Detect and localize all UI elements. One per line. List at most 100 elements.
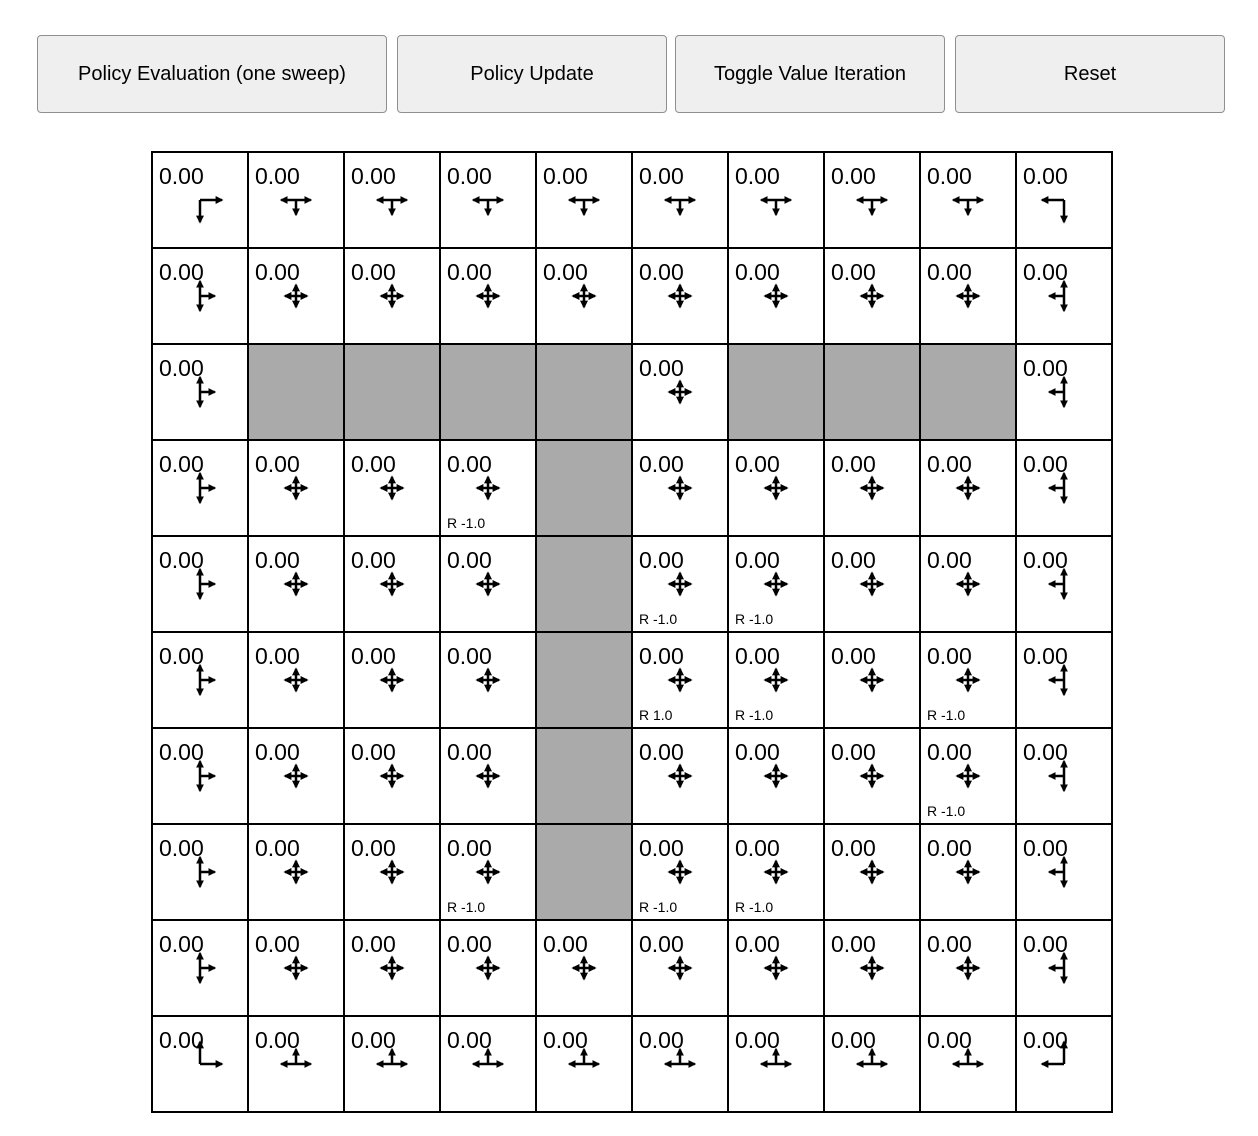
state-value: 0.00 [447,547,492,573]
wall-cell[interactable] [919,343,1017,441]
state-value: 0.00 [159,1027,204,1053]
state-value: 0.00 [1023,1027,1068,1053]
state-value: 0.00 [255,163,300,189]
state-value: 0.00 [255,259,300,285]
state-value: 0.00 [927,739,972,765]
wall-cell[interactable] [535,727,633,825]
state-value: 0.00 [1023,547,1068,573]
state-value: 0.00 [1023,931,1068,957]
grid-cell[interactable] [919,1015,1017,1113]
state-value: 0.00 [255,451,300,477]
state-value: 0.00 [831,931,876,957]
state-value: 0.00 [447,163,492,189]
state-value: 0.00 [447,739,492,765]
wall-cell[interactable] [247,343,345,441]
wall-cell[interactable] [535,823,633,921]
state-value: 0.00 [735,259,780,285]
state-value: 0.00 [351,1027,396,1053]
reward-label: R -1.0 [447,515,485,531]
wall-cell[interactable] [439,343,537,441]
state-value: 0.00 [351,547,396,573]
state-value: 0.00 [1023,163,1068,189]
state-value: 0.00 [735,835,780,861]
wall-cell[interactable] [343,343,441,441]
wall-cell[interactable] [535,439,633,537]
state-value: 0.00 [831,547,876,573]
state-value: 0.00 [735,451,780,477]
state-value: 0.00 [831,1027,876,1053]
state-value: 0.00 [735,163,780,189]
state-value: 0.00 [447,835,492,861]
state-value: 0.00 [543,163,588,189]
state-value: 0.00 [255,643,300,669]
reward-label: R -1.0 [639,611,677,627]
state-value: 0.00 [543,1027,588,1053]
state-value: 0.00 [447,1027,492,1053]
state-value: 0.00 [831,835,876,861]
state-value: 0.00 [1023,451,1068,477]
state-value: 0.00 [255,835,300,861]
gridworld[interactable]: 0.00 0.00 0.00 0.00 0.00 0.00 0.00 0.00 0.00 0.00… [150,150,1114,1114]
state-value: 0.00 [159,835,204,861]
state-value: 0.00 [351,163,396,189]
state-value: 0.00 [735,547,780,573]
state-value: 0.00 [639,739,684,765]
state-value: 0.00 [639,355,684,381]
state-value: 0.00 [831,739,876,765]
wall-cell[interactable] [727,343,825,441]
wall-cell[interactable] [535,631,633,729]
state-value: 0.00 [255,547,300,573]
state-value: 0.00 [255,739,300,765]
state-value: 0.00 [447,259,492,285]
state-value: 0.00 [447,643,492,669]
wall-cell[interactable] [535,343,633,441]
state-value: 0.00 [927,259,972,285]
toggle-value-iteration-button[interactable]: Toggle Value Iteration [675,35,945,113]
state-value: 0.00 [639,547,684,573]
reward-label: R -1.0 [927,707,965,723]
state-value: 0.00 [255,931,300,957]
state-value: 0.00 [159,451,204,477]
state-value: 0.00 [351,931,396,957]
state-value: 0.00 [1023,643,1068,669]
state-value: 0.00 [735,643,780,669]
state-value: 0.00 [927,643,972,669]
state-value: 0.00 [351,835,396,861]
state-value: 0.00 [639,163,684,189]
state-value: 0.00 [927,547,972,573]
state-value: 0.00 [927,835,972,861]
reward-label: R 1.0 [639,707,673,723]
state-value: 0.00 [831,163,876,189]
state-value: 0.00 [831,259,876,285]
state-value: 0.00 [639,643,684,669]
state-value: 0.00 [831,451,876,477]
reset-button[interactable]: Reset [955,35,1225,113]
state-value: 0.00 [639,451,684,477]
state-value: 0.00 [159,739,204,765]
wall-cell[interactable] [823,343,921,441]
state-value: 0.00 [1023,835,1068,861]
wall-cell[interactable] [535,535,633,633]
state-value: 0.00 [639,931,684,957]
state-value: 0.00 [447,931,492,957]
state-value: 0.00 [351,739,396,765]
state-value: 0.00 [351,259,396,285]
state-value: 0.00 [735,1027,780,1053]
reward-label: R -1.0 [735,899,773,915]
state-value: 0.00 [351,451,396,477]
state-value: 0.00 [1023,739,1068,765]
reward-label: R -1.0 [735,707,773,723]
state-value: 0.00 [159,547,204,573]
state-value: 0.00 [159,643,204,669]
state-value: 0.00 [831,643,876,669]
state-value: 0.00 [543,931,588,957]
state-value: 0.00 [159,259,204,285]
state-value: 0.00 [927,451,972,477]
policy-evaluation-button[interactable]: Policy Evaluation (one sweep) [37,35,387,113]
reward-label: R -1.0 [927,803,965,819]
state-value: 0.00 [639,835,684,861]
grid-cell[interactable] [727,631,825,729]
reward-label: R -1.0 [735,611,773,627]
state-value: 0.00 [735,931,780,957]
policy-update-button[interactable]: Policy Update [397,35,667,113]
